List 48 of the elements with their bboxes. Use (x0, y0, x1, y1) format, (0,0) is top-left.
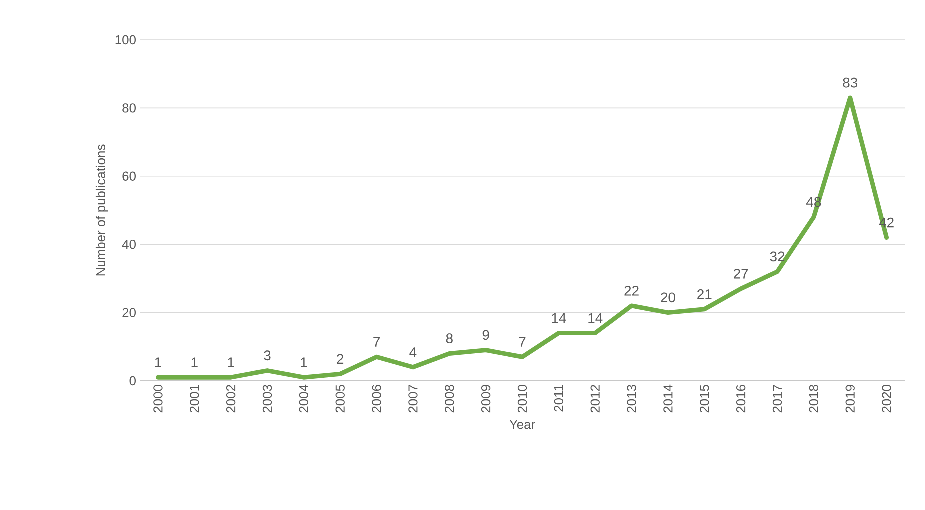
x-tick-label: 2003 (262, 385, 272, 413)
x-tick-label: 2001 (190, 385, 200, 413)
data-label: 3 (264, 350, 271, 361)
x-tick-label: 2015 (700, 385, 710, 413)
x-tick-label: 2011 (554, 385, 564, 412)
x-tick-label: 2017 (772, 385, 782, 413)
y-tick-label: 20 (122, 308, 136, 318)
y-axis-title: Number of publications (96, 144, 108, 276)
x-tick-label: 2010 (518, 385, 528, 413)
x-tick-label: 2006 (372, 385, 382, 413)
data-label: 8 (446, 334, 453, 344)
data-label: 1 (228, 358, 234, 368)
y-tick-label: 0 (130, 376, 136, 386)
data-label: 22 (624, 286, 639, 296)
x-tick-label: 2013 (627, 385, 636, 413)
y-tick-label: 60 (122, 172, 136, 181)
data-label: 1 (155, 358, 162, 368)
data-label: 14 (552, 313, 566, 324)
data-label: 21 (698, 289, 712, 300)
x-tick-label: 2007 (408, 385, 418, 413)
x-tick-label: 2020 (882, 385, 892, 413)
x-tick-label: 2004 (299, 384, 309, 413)
data-label: 9 (482, 330, 490, 340)
data-label: 1 (192, 358, 198, 368)
data-label: 32 (770, 252, 785, 262)
x-tick-label: 2008 (445, 385, 454, 413)
data-label: 83 (843, 78, 858, 88)
data-label: 27 (734, 268, 748, 279)
data-label: 20 (661, 292, 676, 303)
x-tick-label: 2002 (226, 385, 236, 413)
y-tick-label: 40 (122, 240, 136, 250)
x-axis-title: Year (510, 420, 536, 430)
data-label: 4 (410, 348, 417, 358)
x-tick-label: 2000 (154, 385, 163, 413)
data-label: 2 (337, 354, 344, 364)
x-tick-label: 2012 (590, 385, 600, 413)
x-tick-label: 2018 (809, 385, 819, 413)
x-tick-label: 2014 (664, 384, 673, 413)
x-tick-label: 2009 (481, 385, 491, 413)
data-label: 1 (301, 358, 308, 368)
y-tick-label: 80 (122, 104, 136, 113)
data-label: 7 (374, 337, 380, 347)
x-tick-label: 2016 (736, 385, 746, 413)
x-tick-label: 2005 (336, 385, 345, 413)
data-label: 14 (588, 313, 603, 324)
y-tick-label: 100 (116, 35, 136, 45)
data-label: 7 (519, 337, 526, 347)
x-tick-label: 2019 (846, 385, 855, 413)
